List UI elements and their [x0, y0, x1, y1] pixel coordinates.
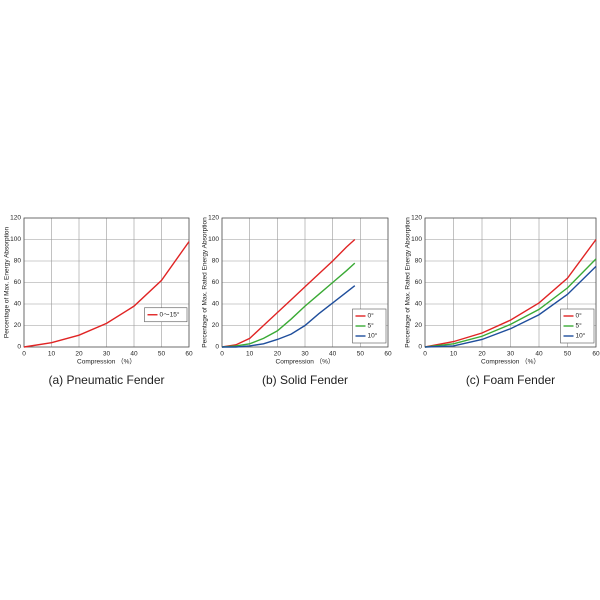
x-tick-label: 40 [535, 351, 543, 358]
data-line [221, 238, 356, 348]
x-tick-label: 30 [507, 351, 515, 358]
y-tick-label: 20 [14, 322, 22, 329]
data-line [221, 262, 356, 348]
y-axis-label: Percentage of Max. Rated Energy Absorpti… [202, 217, 209, 348]
x-tick-label: 10 [246, 351, 254, 358]
data-line [424, 265, 597, 348]
x-tick-label: 20 [478, 351, 486, 358]
y-tick-label: 0 [215, 344, 219, 351]
chart-panel: 0 20 40 60 80 100 120 0 10 20 30 40 50 60 Compression … [405, 215, 600, 387]
y-tick-label: 80 [415, 258, 423, 265]
x-tick-label: 30 [301, 351, 309, 358]
y-tick-label: 100 [411, 236, 422, 243]
legend-label: 10° [368, 332, 378, 340]
plot-frame [424, 217, 597, 348]
plot-frame [221, 217, 389, 348]
x-tick-label: 30 [103, 351, 111, 358]
legend-label: 5° [368, 322, 375, 330]
chart-panel: 0 20 40 60 80 100 120 0 10 20 30 40 50 60 Compression … [202, 215, 392, 387]
data-line [222, 285, 356, 348]
x-tick-label: 10 [48, 351, 56, 358]
x-tick-label: 50 [564, 351, 572, 358]
legend-label: 0° [576, 312, 583, 320]
y-tick-label: 120 [208, 215, 219, 222]
data-line [23, 241, 190, 348]
y-tick-label: 80 [14, 258, 22, 265]
legend-label: 10° [576, 332, 586, 340]
data-line [424, 258, 597, 348]
y-tick-label: 120 [10, 215, 21, 222]
x-axis-label: Compression （%） [77, 358, 136, 366]
legend-label: 0～15° [160, 310, 180, 318]
legend-label: 5° [576, 322, 583, 330]
y-tick-label: 20 [415, 322, 423, 329]
x-axis-label: Compression （%） [481, 358, 540, 366]
y-tick-label: 100 [10, 236, 21, 243]
x-tick-label: 40 [130, 351, 138, 358]
y-tick-label: 60 [212, 279, 220, 286]
y-tick-label: 40 [212, 301, 220, 308]
x-tick-label: 20 [274, 351, 282, 358]
caption: (c) Foam Fender [466, 373, 555, 387]
x-tick-label: 40 [329, 351, 337, 358]
y-tick-label: 60 [415, 279, 423, 286]
y-tick-label: 100 [208, 236, 219, 243]
legend-label: 0° [368, 312, 375, 320]
y-tick-label: 80 [212, 258, 220, 265]
chart-panel: 0 20 40 60 80 100 120 0 10 20 30 40 50 60 Compression … [4, 215, 193, 387]
x-tick-label: 0 [423, 351, 427, 358]
x-tick-label: 0 [22, 351, 26, 358]
legend-box [144, 307, 188, 323]
y-axis-label: Percentage of Max. Rated Energy Absorpti… [405, 217, 412, 348]
y-axis-label: Percentage of Max. Energy Absorption [4, 226, 11, 338]
x-tick-label: 50 [158, 351, 166, 358]
x-axis-label: Compression （%） [276, 358, 335, 366]
x-tick-label: 20 [75, 351, 83, 358]
x-tick-label: 50 [357, 351, 365, 358]
x-tick-label: 60 [592, 351, 600, 358]
y-tick-label: 0 [418, 344, 422, 351]
x-tick-label: 60 [185, 351, 193, 358]
y-tick-label: 120 [411, 215, 422, 222]
caption: (b) Solid Fender [262, 373, 348, 387]
y-tick-label: 20 [212, 322, 220, 329]
y-tick-label: 40 [14, 301, 22, 308]
caption: (a) Pneumatic Fender [48, 373, 164, 387]
y-tick-label: 0 [17, 344, 21, 351]
y-tick-label: 40 [415, 301, 423, 308]
data-line [424, 239, 597, 348]
x-tick-label: 0 [220, 351, 224, 358]
x-tick-label: 60 [384, 351, 392, 358]
x-tick-label: 10 [450, 351, 458, 358]
plot-frame [23, 217, 190, 348]
y-tick-label: 60 [14, 279, 22, 286]
